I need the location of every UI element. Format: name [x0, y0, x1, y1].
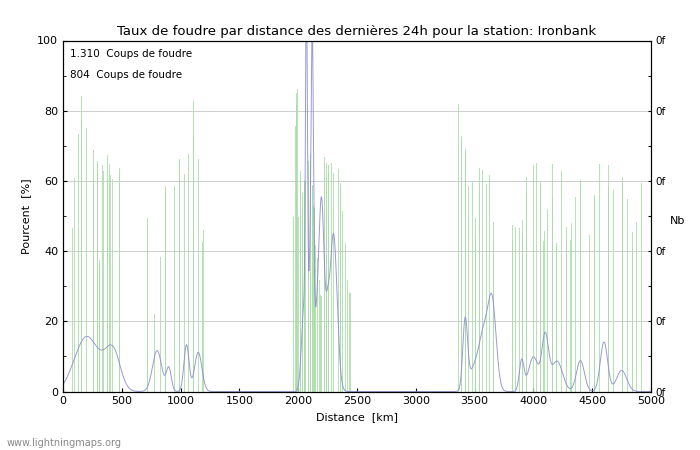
Total foudre — [647, 389, 655, 394]
X-axis label: Distance  [km]: Distance [km] — [316, 412, 398, 422]
Legend: Taux de foudre Ironbank, Total foudre: Taux de foudre Ironbank, Total foudre — [221, 446, 493, 450]
Text: 804  Coups de foudre: 804 Coups de foudre — [70, 70, 182, 81]
Total foudre — [302, 38, 310, 43]
Total foudre — [59, 382, 67, 387]
Line: Total foudre: Total foudre — [63, 40, 651, 392]
Text: 1.310  Coups de foudre: 1.310 Coups de foudre — [70, 50, 192, 59]
Total foudre — [412, 389, 420, 394]
Y-axis label: Nb: Nb — [669, 216, 685, 226]
Text: www.lightningmaps.org: www.lightningmaps.org — [7, 438, 122, 448]
Y-axis label: Pourcent  [%]: Pourcent [%] — [22, 178, 32, 254]
Total foudre — [442, 389, 450, 394]
Total foudre — [387, 389, 395, 394]
Total foudre — [542, 333, 551, 338]
Total foudre — [166, 366, 174, 372]
Total foudre — [498, 384, 506, 389]
Total foudre — [284, 389, 292, 394]
Title: Taux de foudre par distance des dernières 24h pour la station: Ironbank: Taux de foudre par distance des dernière… — [118, 25, 596, 38]
